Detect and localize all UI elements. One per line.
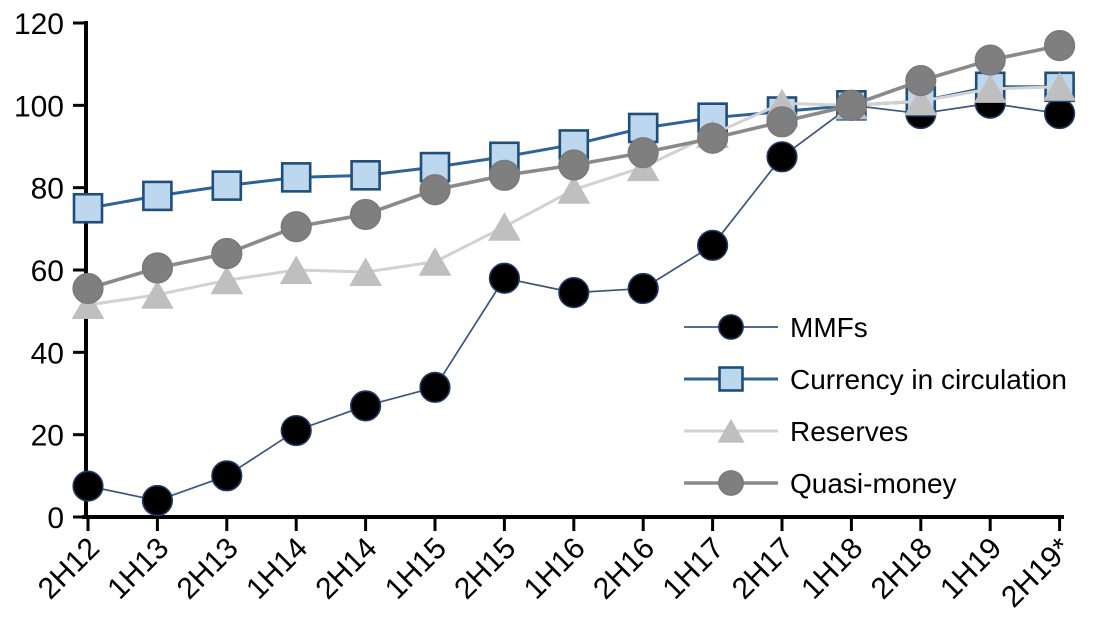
- marker-reserves: [141, 280, 174, 309]
- marker-mmfs: [696, 229, 729, 261]
- marker-reserves: [418, 247, 452, 276]
- marker-quasi: [558, 149, 590, 181]
- marker-quasi: [350, 198, 382, 231]
- x-tick-label: 2H19*: [995, 531, 1078, 614]
- legend-circle-icon: [718, 314, 744, 340]
- x-tick-label: 2H16: [587, 532, 661, 606]
- series-mmfs: [72, 87, 1076, 517]
- marker-quasi: [72, 272, 104, 305]
- x-tick-label: 1H18: [795, 532, 869, 606]
- marker-mmfs: [766, 141, 798, 173]
- legend-item-label: Currency in circulation: [790, 364, 1067, 395]
- marker-currency: [350, 160, 381, 191]
- marker-quasi: [835, 89, 868, 121]
- legend-item-reserves: Reserves: [684, 416, 908, 447]
- marker-reserves: [557, 175, 591, 204]
- marker-currency: [142, 180, 173, 212]
- legend-item-quasi: Quasi-money: [684, 468, 957, 499]
- legend-item-mmfs: MMFs: [684, 312, 868, 343]
- marker-quasi: [419, 174, 451, 206]
- y-tick-label: 120: [14, 8, 64, 41]
- marker-currency: [211, 170, 243, 201]
- marker-reserves: [279, 255, 313, 284]
- x-tick-label: 1H15: [379, 532, 453, 606]
- marker-quasi: [488, 159, 521, 191]
- x-tick-label: 2H17: [726, 532, 800, 606]
- marker-quasi: [905, 65, 937, 97]
- marker-quasi: [627, 137, 659, 169]
- legend-item-label: MMFs: [790, 312, 868, 343]
- marker-reserves: [1043, 72, 1076, 101]
- legend-item-label: Quasi-money: [790, 468, 957, 499]
- x-tick-label: 2H18: [865, 532, 939, 606]
- marker-currency: [72, 192, 104, 224]
- marker-mmfs: [1043, 97, 1076, 130]
- y-tick-label: 40: [31, 337, 64, 370]
- marker-quasi: [280, 211, 312, 243]
- legend-square-icon: [718, 366, 744, 392]
- x-tick-label: 1H13: [101, 532, 175, 606]
- x-tick-label: 1H14: [240, 532, 314, 606]
- marker-reserves: [71, 290, 105, 319]
- marker-reserves: [973, 74, 1007, 103]
- marker-mmfs: [558, 277, 590, 309]
- legend-item-label: Reserves: [790, 416, 908, 447]
- marker-mmfs: [280, 414, 312, 447]
- x-tick-label: 2H12: [32, 532, 106, 606]
- x-tick-label: 2H15: [448, 532, 522, 606]
- marker-quasi: [1043, 30, 1076, 62]
- marker-currency: [280, 162, 312, 193]
- y-tick-label: 0: [47, 502, 64, 535]
- marker-reserves: [488, 212, 521, 241]
- marker-quasi: [974, 44, 1006, 76]
- legend-item-currency: Currency in circulation: [684, 364, 1067, 395]
- marker-quasi: [141, 252, 173, 284]
- marker-mmfs: [488, 262, 521, 294]
- legend: MMFs Currency in circulation Reserves Quasi…: [684, 312, 1067, 499]
- legend-circle-icon: [718, 470, 744, 496]
- legend-triangle-icon: [717, 418, 745, 443]
- x-tick-label: 1H16: [518, 532, 592, 606]
- x-tick-label: 1H17: [657, 532, 731, 606]
- marker-mmfs: [419, 371, 451, 403]
- marker-quasi: [696, 122, 729, 154]
- marker-mmfs: [627, 272, 659, 305]
- marker-mmfs: [350, 390, 382, 422]
- marker-reserves: [904, 86, 938, 116]
- marker-reserves: [349, 257, 382, 287]
- y-tick-label: 20: [31, 420, 64, 453]
- y-axis: 0 20 40 60 80 100 120: [14, 8, 86, 535]
- marker-mmfs: [141, 484, 173, 517]
- marker-mmfs: [72, 470, 104, 502]
- y-tick-label: 80: [31, 173, 64, 206]
- marker-mmfs: [211, 460, 243, 492]
- x-tick-label: 2H13: [171, 532, 245, 606]
- y-tick-label: 60: [31, 255, 64, 288]
- marker-quasi: [211, 237, 243, 270]
- x-tick-label: 1H19: [934, 532, 1008, 606]
- y-tick-label: 100: [14, 90, 64, 123]
- marker-quasi: [766, 106, 798, 138]
- x-tick-label: 2H14: [310, 532, 384, 606]
- marker-reserves: [210, 265, 244, 295]
- series-quasi: [72, 30, 1076, 305]
- x-axis: 2H121H132H131H142H141H152H151H162H161H17…: [32, 517, 1078, 614]
